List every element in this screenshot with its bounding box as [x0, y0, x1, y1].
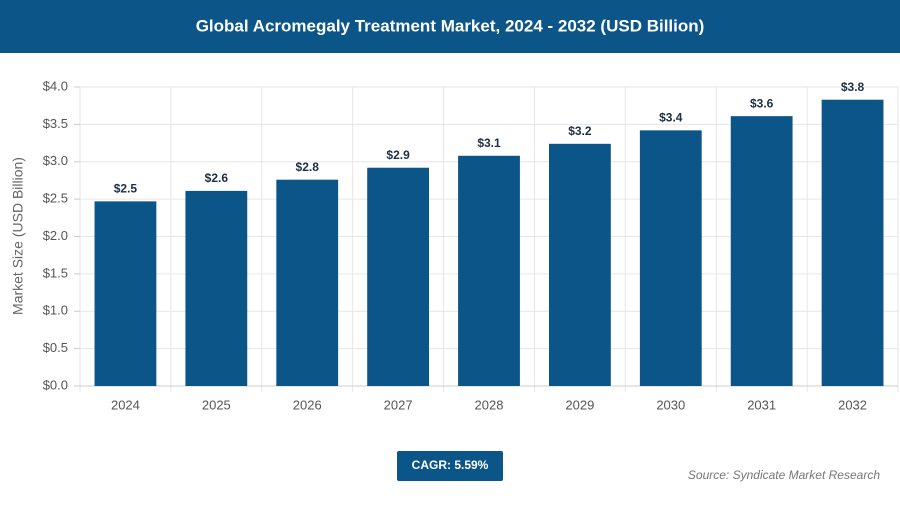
value-label: $3.1 — [477, 136, 501, 150]
bar — [276, 179, 339, 386]
cagr-text: CAGR: 5.59% — [412, 458, 489, 472]
x-tick-label: 2028 — [475, 397, 504, 412]
y-tick-label: $4.0 — [43, 78, 68, 93]
chart-title: Global Acromegaly Treatment Market, 2024… — [196, 16, 705, 35]
bar — [730, 116, 793, 386]
x-tick-label: 2032 — [838, 397, 867, 412]
y-tick-label: $0.5 — [43, 340, 68, 355]
y-tick-label: $3.5 — [43, 116, 68, 131]
bar — [94, 201, 157, 386]
y-axis-label: Market Size (USD Billion) — [10, 157, 26, 315]
title-banner — [0, 0, 900, 53]
x-tick-label: 2024 — [111, 397, 140, 412]
value-label: $3.4 — [659, 111, 683, 125]
value-label: $2.9 — [386, 148, 410, 162]
y-tick-label: $2.0 — [43, 228, 68, 243]
y-tick-label: $0.0 — [43, 377, 68, 392]
x-tick-label: 2027 — [384, 397, 413, 412]
value-label: $3.6 — [750, 96, 774, 110]
cagr-box — [397, 451, 503, 481]
x-tick-label: 2025 — [202, 397, 231, 412]
y-tick-label: $1.0 — [43, 303, 68, 318]
bar — [639, 130, 702, 386]
value-label: $2.8 — [296, 160, 320, 174]
x-tick-label: 2031 — [747, 397, 776, 412]
bar — [367, 167, 430, 386]
y-tick-label: $2.5 — [43, 191, 68, 206]
bar — [821, 99, 884, 387]
x-tick-label: 2030 — [656, 397, 685, 412]
value-label: $3.8 — [841, 80, 865, 94]
value-label: $3.2 — [568, 124, 592, 138]
value-label: $2.5 — [114, 182, 138, 196]
bar — [548, 143, 611, 386]
y-tick-label: $1.5 — [43, 265, 68, 280]
source-text: Source: Syndicate Market Research — [688, 468, 880, 482]
bar — [458, 155, 520, 386]
y-tick-label: $3.0 — [43, 153, 68, 168]
value-label: $2.6 — [205, 171, 229, 185]
x-tick-label: 2026 — [293, 397, 322, 412]
bar — [185, 190, 248, 386]
x-tick-label: 2029 — [565, 397, 594, 412]
